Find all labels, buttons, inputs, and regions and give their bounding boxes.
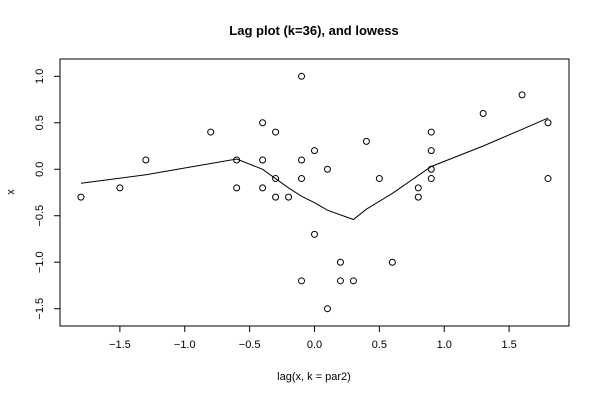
scatter-point [259, 156, 267, 164]
scatter-point [323, 305, 331, 313]
x-tick-label: 1.5 [501, 339, 516, 351]
scatter-point [388, 258, 396, 266]
x-tick-label: 1.0 [437, 339, 452, 351]
scatter-point [116, 184, 124, 192]
scatter-point [427, 165, 435, 173]
scatter-point [272, 128, 280, 136]
scatter-point [427, 147, 435, 155]
scatter-point [298, 72, 306, 80]
scatter-point [259, 119, 267, 127]
scatter-point [298, 277, 306, 285]
x-tick-label: −1.5 [109, 339, 131, 351]
scatter-point [311, 230, 318, 238]
scatter-point [544, 175, 552, 183]
y-tick-label: −1.0 [34, 251, 46, 273]
scatter-point [375, 175, 383, 183]
y-tick-label: 0.0 [34, 162, 46, 177]
plot-frame [59, 58, 570, 327]
scatter-point [77, 193, 85, 201]
x-tick-label: −0.5 [239, 339, 261, 351]
scatter-point [272, 175, 280, 183]
scatter-point [233, 184, 241, 192]
scatter-point [233, 156, 241, 164]
y-axis-label: x [5, 189, 17, 195]
scatter-point [414, 184, 422, 192]
scatter-point [311, 147, 318, 155]
scatter-point [323, 165, 331, 173]
x-axis: −1.5 −1.0 −0.5 0.0 0.5 1.0 1.5 [109, 325, 517, 351]
x-tick-label: 0.5 [372, 339, 387, 351]
scatter-point [298, 156, 306, 164]
scatter-point [544, 119, 552, 127]
scatter-point [479, 109, 487, 117]
scatter-point [298, 175, 306, 183]
y-tick-label: −0.5 [34, 205, 46, 227]
scatter-point [362, 137, 370, 145]
x-tick-label: 0.0 [307, 339, 322, 351]
x-tick-label: −1.0 [174, 339, 196, 351]
scatter-point [142, 156, 150, 164]
scatter-point [349, 277, 357, 285]
y-tick-label: −1.5 [34, 298, 46, 320]
scatter-points [77, 72, 552, 313]
x-axis-label: lag(x, k = par2) [277, 371, 351, 383]
scatter-point [336, 277, 344, 285]
chart-title: Lag plot (k=36), and lowess [229, 23, 398, 38]
y-tick-label: 0.5 [34, 115, 46, 130]
scatter-point [285, 193, 293, 201]
scatter-point [336, 258, 344, 266]
scatter-point [518, 91, 526, 99]
scatter-point [272, 193, 280, 201]
scatter-point [427, 128, 435, 136]
scatter-point [414, 193, 422, 201]
scatter-point [259, 184, 267, 192]
y-axis: −1.5 −1.0 −0.5 0.0 0.5 1.0 [34, 69, 61, 320]
y-tick-label: 1.0 [34, 69, 46, 84]
scatter-point [427, 175, 435, 183]
lowess-line [80, 117, 549, 221]
scatter-point [207, 128, 215, 136]
